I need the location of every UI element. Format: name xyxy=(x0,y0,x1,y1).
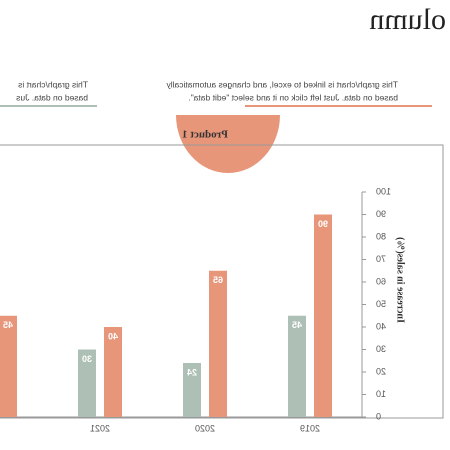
mirrored-slide: olumn This graph/chart is linked to exce… xyxy=(0,3,446,433)
y-axis-label: Increase in sales(%) xyxy=(395,237,406,323)
note-line: based on data. Jus xyxy=(16,92,88,102)
slide-title: olumn xyxy=(369,3,446,36)
value-label: 40 xyxy=(108,331,118,341)
value-label: 24 xyxy=(187,367,197,377)
bar xyxy=(209,270,227,417)
value-label: 65 xyxy=(213,275,223,285)
chart-title: Product 1 xyxy=(182,129,228,141)
bar xyxy=(78,349,96,417)
x-tick-label: 2019 xyxy=(300,423,320,433)
bar xyxy=(314,214,332,417)
bar xyxy=(183,363,201,417)
y-tick-label: 10 xyxy=(376,389,386,399)
y-tick-label: 70 xyxy=(376,254,386,264)
y-tick-label: 40 xyxy=(376,321,386,331)
decor-circle xyxy=(176,115,280,173)
value-label: 45 xyxy=(292,320,302,330)
bar xyxy=(0,315,17,417)
value-label: 30 xyxy=(82,354,92,364)
y-tick-label: 0 xyxy=(376,411,381,421)
y-tick-label: 30 xyxy=(376,344,386,354)
note-line: This graph/chart is linked to excel, and… xyxy=(166,79,398,89)
y-tick-label: 80 xyxy=(376,231,386,241)
bar xyxy=(104,327,122,417)
y-tick-label: 20 xyxy=(376,366,386,376)
y-tick-label: 100 xyxy=(376,186,391,196)
y-tick-label: 50 xyxy=(376,299,386,309)
x-tick-label: 2021 xyxy=(90,423,110,433)
note-line: based on data. Just left click on it and… xyxy=(188,92,398,102)
x-tick-label: 2020 xyxy=(195,423,215,433)
note-line: This graph/chart is xyxy=(18,79,88,89)
value-label: 90 xyxy=(318,219,328,229)
chart-frame xyxy=(0,144,444,419)
y-tick-label: 60 xyxy=(376,276,386,286)
bar xyxy=(288,315,306,417)
value-label: 45 xyxy=(3,320,13,330)
y-tick-label: 90 xyxy=(376,209,386,219)
